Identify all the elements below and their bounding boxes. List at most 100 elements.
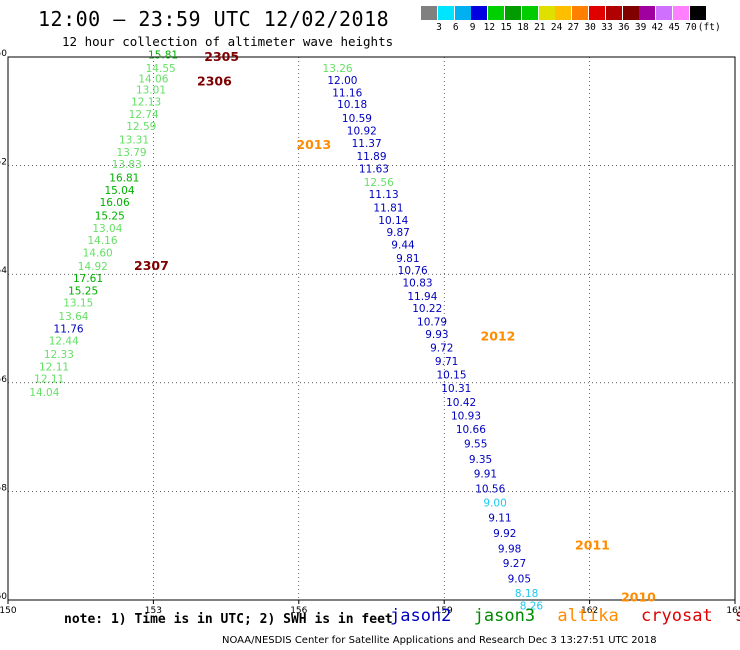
colorbar-swatch [572, 6, 589, 20]
colorbar-label: 42 [651, 22, 664, 33]
colorbar-label: 21 [534, 22, 546, 33]
jason2-value-label: 9.11 [488, 512, 511, 524]
colorbar-label: 30 [584, 22, 596, 33]
jason2-value-label: 10.92 [347, 125, 377, 137]
colorbar-swatch [689, 6, 706, 20]
jason3-value-label: 14.55 [146, 63, 176, 75]
legend-jason2: jason2 [390, 606, 452, 626]
colorbar-label: 36 [618, 22, 630, 33]
jason3-value-label: 11.76 [54, 324, 84, 336]
colorbar-swatch [454, 6, 471, 20]
jason2-value-label: 10.93 [451, 410, 481, 422]
page-subtitle: 12 hour collection of altimeter wave hei… [62, 34, 394, 49]
jason2-value-label: 11.16 [332, 87, 362, 99]
colorbar-swatch [656, 6, 673, 20]
colorbar-label: 27 [567, 22, 580, 33]
jason3-value-label: 14.60 [83, 247, 113, 259]
colorbar-label: 45 [668, 22, 680, 33]
y-tick-label: -54 [0, 266, 7, 276]
jason2-value-label: 11.89 [356, 151, 386, 163]
jason3-value-label: 12.74 [129, 109, 159, 121]
colorbar-label: 9 [469, 22, 476, 33]
jason2-value-label: 11.37 [352, 138, 382, 150]
jason3-value-label: 14.16 [87, 235, 117, 247]
colorbar-swatch [437, 6, 454, 20]
jason2-value-label: 10.76 [398, 265, 428, 277]
legend-altika: altika [557, 606, 619, 626]
jason2-value-label: 9.81 [396, 253, 419, 265]
x-tick-label: 165 [726, 606, 740, 616]
jason3-value-label: 12.11 [39, 362, 69, 374]
y-tick-label: -50 [0, 49, 7, 59]
colorbar-swatch [639, 6, 656, 20]
jason2-value-label: 9.98 [498, 543, 521, 555]
jason2-value-label: 13.26 [323, 63, 353, 75]
satellite-legend: jason2 jason3 altika cryosat s3a [390, 606, 740, 626]
jason2-value-label: 9.55 [464, 439, 487, 451]
jason2-value-label: 9.27 [503, 558, 526, 570]
jason2-value-label: 9.91 [474, 468, 497, 480]
colorbar-label: 3 [436, 22, 442, 33]
colorbar-swatch [538, 6, 555, 20]
jason3-value-label: 14.06 [138, 74, 168, 86]
jason2-value-label: 9.87 [386, 227, 409, 239]
page-title: 12:00 — 23:59 UTC 12/02/2018 [38, 7, 390, 31]
jason2-value-label: 10.15 [436, 370, 466, 382]
time-label: 2013 [296, 137, 331, 152]
colorbar-swatch [505, 6, 521, 20]
colorbar-label: (ft) [697, 22, 721, 33]
jason2-value-label: 9.35 [469, 454, 492, 466]
jason2-value-label: 11.94 [407, 291, 437, 303]
x-tick-label: 162 [581, 606, 598, 616]
jason3-value-label: 16.81 [109, 173, 139, 185]
x-tick-label: 150 [0, 606, 17, 616]
jason3-value-label: 14.92 [78, 261, 108, 273]
jason2-value-label: 9.00 [483, 497, 506, 509]
jason2-value-label: 9.93 [425, 329, 448, 341]
jason2-value-label: 8.18 [515, 588, 538, 600]
jason2-value-label: 9.71 [435, 356, 458, 368]
jason2-value-label: 10.83 [403, 277, 433, 289]
jason3-value-label: 15.04 [104, 185, 134, 197]
colorbar-swatch [471, 6, 488, 20]
jason3-value-label: 13.79 [117, 147, 147, 159]
jason2-value-label: 12.00 [327, 75, 357, 87]
jason2-value-label: 10.59 [342, 113, 372, 125]
time-label: 2010 [621, 589, 656, 604]
jason2-value-label: 9.92 [493, 528, 516, 540]
jason3-value-label: 12.11 [34, 373, 64, 385]
jason2-value-label: 10.79 [417, 316, 447, 328]
y-tick-label: -56 [0, 375, 7, 385]
jason2-value-label: 9.05 [508, 573, 531, 585]
colorbar-label: 6 [452, 22, 459, 33]
jason2-value-label: 12.56 [364, 177, 394, 189]
jason3-value-label: 17.61 [73, 273, 103, 285]
y-tick-label: -60 [0, 592, 7, 602]
colorbar-swatch [589, 6, 605, 20]
x-tick-label: 159 [436, 606, 453, 616]
y-tick-label: -52 [0, 158, 7, 168]
jason2-value-label: 8.26 [520, 600, 544, 612]
colorbar-label: 33 [601, 22, 613, 33]
jason3-value-label: 15.81 [148, 49, 178, 61]
colorbar-swatch [521, 6, 538, 20]
jason2-value-label: 11.81 [373, 202, 403, 214]
jason3-value-label: 13.83 [112, 159, 142, 171]
jason3-value-label: 12.44 [49, 335, 79, 347]
jason3-value-label: 12.59 [126, 121, 156, 133]
jason3-value-label: 13.04 [92, 223, 122, 235]
jason2-value-label: 10.14 [378, 215, 408, 227]
jason3-value-label: 12.33 [44, 349, 74, 361]
jason2-value-label: 11.13 [369, 189, 399, 201]
colorbar-swatch [605, 6, 622, 20]
jason2-value-label: 10.56 [475, 484, 505, 496]
jason2-value-label: 9.72 [430, 343, 453, 355]
jason2-value-label: 10.42 [446, 397, 476, 409]
colorbar-label: 18 [517, 22, 529, 33]
jason3-value-label: 15.25 [68, 285, 98, 297]
time-label: 2306 [197, 73, 232, 88]
colorbar-label: 15 [500, 22, 512, 33]
time-label: 2011 [575, 538, 610, 553]
time-label: 2307 [134, 258, 169, 273]
